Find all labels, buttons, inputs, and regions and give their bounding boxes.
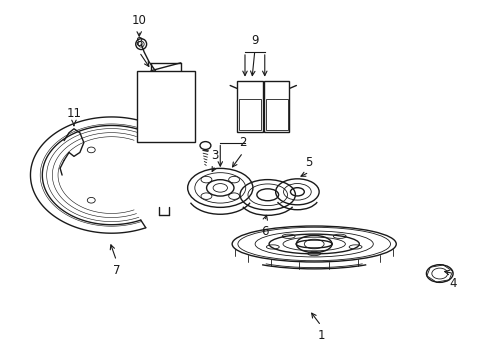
Text: 2: 2 xyxy=(239,136,246,149)
FancyBboxPatch shape xyxy=(137,71,194,141)
Text: 3: 3 xyxy=(211,149,219,162)
FancyBboxPatch shape xyxy=(237,81,262,132)
Text: 10: 10 xyxy=(131,14,146,27)
FancyBboxPatch shape xyxy=(265,99,287,130)
Text: 11: 11 xyxy=(66,107,81,120)
Text: 1: 1 xyxy=(317,329,324,342)
FancyBboxPatch shape xyxy=(263,81,289,132)
FancyBboxPatch shape xyxy=(239,99,260,130)
Text: 7: 7 xyxy=(113,264,120,277)
Text: 4: 4 xyxy=(449,277,456,290)
Text: 5: 5 xyxy=(305,156,312,169)
Text: 6: 6 xyxy=(261,225,268,238)
Text: 9: 9 xyxy=(251,34,258,47)
Text: 8: 8 xyxy=(135,36,142,49)
